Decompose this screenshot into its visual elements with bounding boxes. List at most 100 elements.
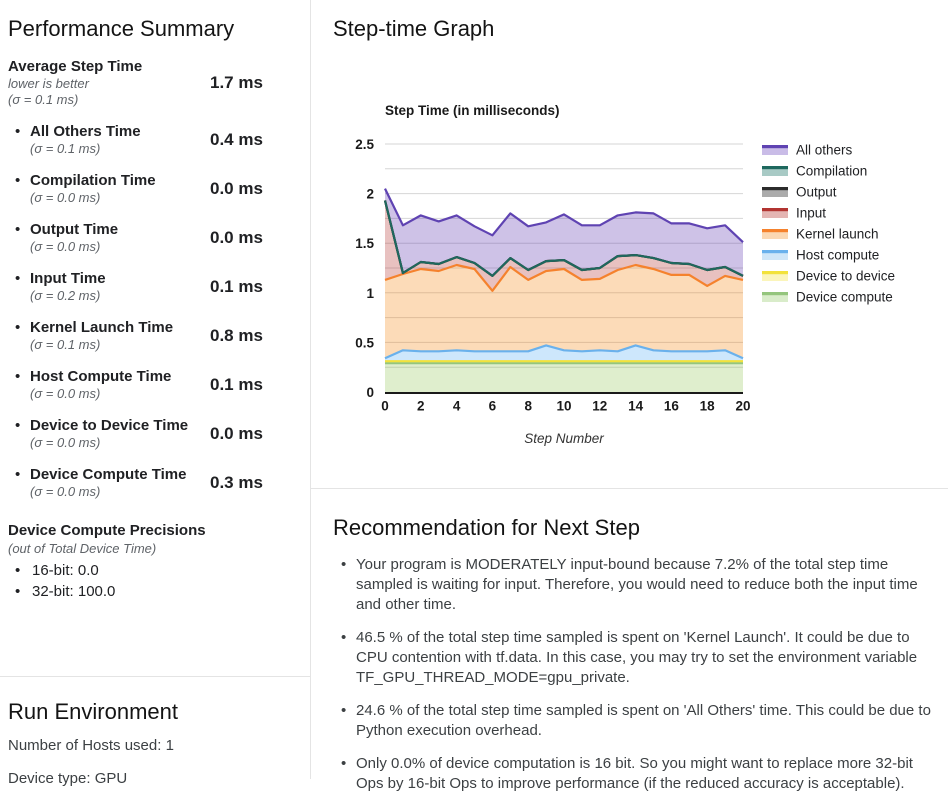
x-tick-label: 14 <box>628 399 644 414</box>
legend-item-compilation: Compilation <box>762 164 867 179</box>
summary-row: • Compilation Time (σ = 0.0 ms) 0.0 ms <box>8 172 300 206</box>
precisions-note: (out of Total Device Time) <box>8 541 157 556</box>
metric-sigma: (σ = 0.1 ms) <box>8 92 79 107</box>
summary-row: • Device to Device Time (σ = 0.0 ms) 0.0 ms <box>8 417 300 451</box>
metric-sigma: (σ = 0.0 ms) <box>30 435 101 450</box>
bullet-marker: • <box>15 562 21 579</box>
metric-value: 0.1 ms <box>210 375 263 394</box>
metric-sigma: (σ = 0.1 ms) <box>30 141 101 156</box>
metric-sigma: (σ = 0.0 ms) <box>30 239 101 254</box>
bullet-marker: • <box>15 466 21 483</box>
step-time-chart[interactable]: Step Time (in milliseconds) 0 0.5 1 1.5 2 2.5 0… <box>311 16 948 489</box>
metric-label: Device Compute Time <box>30 466 187 483</box>
x-tick-label: 4 <box>453 399 461 414</box>
bullet-marker: • <box>15 221 21 238</box>
recommendation-item: • Your program is MODERATELY input-bound … <box>341 555 932 615</box>
metric-value: 0.0 ms <box>210 228 263 247</box>
bullet-marker: • <box>15 417 21 434</box>
legend-swatch-line <box>762 250 788 254</box>
legend-swatch-line <box>762 166 788 170</box>
legend-item-device-compute: Device compute <box>762 290 893 305</box>
legend-label: Input <box>796 206 826 221</box>
legend-swatch-fill <box>762 168 788 176</box>
performance-summary-title: Performance Summary <box>8 16 235 41</box>
recommendation-text: 46.5 % of the total step time sampled is… <box>356 629 918 686</box>
legend-label: Host compute <box>796 248 879 263</box>
recommendation-text: Only 0.0% of device computation is 16 bi… <box>356 755 913 792</box>
metric-sigma: (σ = 0.0 ms) <box>30 484 101 499</box>
x-tick-label: 6 <box>489 399 497 414</box>
x-tick-label: 2 <box>417 399 425 414</box>
legend-swatch-line <box>762 187 788 191</box>
legend-swatch-fill <box>762 294 788 302</box>
x-tick-label: 12 <box>592 399 607 414</box>
legend-swatch-fill <box>762 273 788 281</box>
metric-sigma: (σ = 0.0 ms) <box>30 190 101 205</box>
precision-item: • 16-bit: 0.0 <box>8 560 300 581</box>
y-tick-label: 0.5 <box>355 335 374 350</box>
area-host-compute <box>385 345 743 362</box>
area-kernel-launch <box>385 265 743 359</box>
legend-item-device-to-device: Device to device <box>762 269 895 284</box>
metric-value: 0.0 ms <box>210 424 263 443</box>
area-device-compute <box>385 363 743 392</box>
legend-item-all-others: All others <box>762 143 853 158</box>
bullet-marker: • <box>341 702 347 719</box>
summary-row: • Input Time (σ = 0.2 ms) 0.1 ms <box>8 270 300 304</box>
line-all-others <box>384 188 744 243</box>
line-kernel-launch <box>384 263 744 292</box>
x-axis-label: Step Number <box>524 431 604 446</box>
summary-row: • Kernel Launch Time (σ = 0.1 ms) 0.8 ms <box>8 319 300 353</box>
legend-label: Compilation <box>796 164 867 179</box>
x-tick-label: 16 <box>664 399 680 414</box>
recommendation-item: • 46.5 % of the total step time sampled i… <box>341 628 932 688</box>
metric-label: Average Step Time <box>8 58 143 75</box>
metric-sigma: (σ = 0.1 ms) <box>30 337 101 352</box>
recommendation-text: 24.6 % of the total step time sampled is… <box>356 702 931 739</box>
main-content: Step-time Graph Step Time (in millisecon… <box>311 0 948 792</box>
run-environment-line: Number of Hosts used: 1 <box>8 737 174 754</box>
metric-value: 0.1 ms <box>210 277 263 296</box>
precision-value: 16-bit: 0.0 <box>32 562 99 579</box>
x-tick-label: 18 <box>700 399 716 414</box>
metric-label: Compilation Time <box>30 172 156 189</box>
legend-item-input: Input <box>762 206 826 221</box>
legend-swatch-line <box>762 229 788 233</box>
recommendation-item: • Only 0.0% of device computation is 16 b… <box>341 754 932 794</box>
recommendation-text: Your program is MODERATELY input-bound b… <box>356 556 918 613</box>
legend-swatch-line <box>762 292 788 296</box>
bullet-marker: • <box>15 270 21 287</box>
legend-item-host-compute: Host compute <box>762 248 879 263</box>
legend-swatch-fill <box>762 189 788 197</box>
precision-value: 32-bit: 100.0 <box>32 583 116 600</box>
run-environment-panel: Run Environment Number of Hosts used: 1 D… <box>0 699 310 788</box>
legend-swatch-line <box>762 271 788 275</box>
metric-sigma: (σ = 0.0 ms) <box>30 386 101 401</box>
legend-swatch-fill <box>762 147 788 155</box>
metric-label: Host Compute Time <box>30 368 172 385</box>
metric-label: Kernel Launch Time <box>30 319 174 336</box>
chart-title: Step Time (in milliseconds) <box>385 103 560 118</box>
bullet-marker: • <box>15 368 21 385</box>
legend-item-output: Output <box>762 185 837 200</box>
legend-label: Device to device <box>796 269 895 284</box>
precisions-list: • 16-bit: 0.0 • 32-bit: 100.0 <box>8 560 300 602</box>
legend-item-kernel-launch: Kernel launch <box>762 227 879 242</box>
x-tick-label: 8 <box>524 399 532 414</box>
metric-value: 0.0 ms <box>210 179 263 198</box>
metric-label: Input Time <box>30 270 106 287</box>
summary-row: • Device Compute Time (σ = 0.0 ms) 0.3 ms <box>8 466 300 500</box>
metric-label: Output Time <box>30 221 119 238</box>
legend-label: All others <box>796 143 853 158</box>
device-compute-precisions: Device Compute Precisions (out of Total … <box>8 522 300 602</box>
x-tick-label: 10 <box>556 399 571 414</box>
metric-note: lower is better <box>8 76 89 91</box>
y-tick-label: 0 <box>366 385 374 400</box>
sidebar-section-divider <box>0 676 310 677</box>
bullet-marker: • <box>341 755 347 772</box>
legend-swatch-fill <box>762 210 788 218</box>
bullet-marker: • <box>15 583 21 600</box>
y-tick-label: 1 <box>366 286 374 301</box>
